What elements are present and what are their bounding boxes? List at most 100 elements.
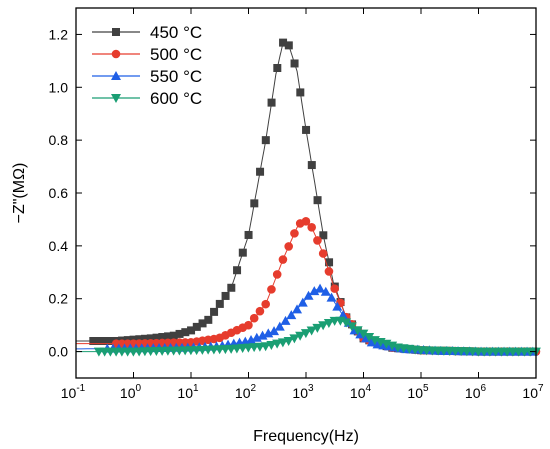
data-point bbox=[283, 337, 294, 347]
data-point bbox=[244, 320, 253, 330]
data-point bbox=[324, 267, 334, 276]
data-point bbox=[255, 306, 265, 316]
data-point bbox=[152, 333, 161, 342]
data-point bbox=[266, 340, 277, 350]
data-point bbox=[280, 315, 291, 325]
data-point bbox=[364, 333, 375, 343]
data-point bbox=[320, 286, 331, 296]
data-point bbox=[256, 167, 265, 176]
series-layer bbox=[76, 38, 541, 357]
y-tick-label: 0.8 bbox=[49, 132, 69, 148]
data-point bbox=[302, 125, 311, 134]
data-point bbox=[269, 326, 280, 336]
data-point bbox=[318, 249, 328, 258]
data-point bbox=[318, 321, 329, 331]
data-point bbox=[284, 41, 293, 50]
data-point bbox=[272, 270, 282, 279]
data-point bbox=[277, 338, 288, 348]
data-point bbox=[204, 315, 213, 324]
data-point bbox=[261, 299, 270, 309]
data-point bbox=[286, 310, 297, 320]
data-point bbox=[261, 136, 270, 145]
data-point bbox=[315, 283, 326, 293]
data-point bbox=[309, 286, 320, 296]
legend-marker bbox=[111, 94, 121, 103]
plot-area bbox=[76, 8, 536, 378]
data-point bbox=[260, 342, 271, 352]
series-3 bbox=[76, 316, 541, 357]
legend-label: 500 °C bbox=[150, 45, 202, 64]
data-point bbox=[366, 337, 377, 347]
data-point bbox=[332, 301, 343, 311]
data-point bbox=[292, 304, 303, 314]
legend-item: 600 °C bbox=[92, 89, 202, 108]
y-tick-label: 1.2 bbox=[49, 26, 69, 42]
data-point bbox=[325, 258, 334, 267]
legend-item: 500 °C bbox=[92, 45, 202, 64]
data-point bbox=[169, 331, 178, 340]
data-point bbox=[221, 291, 230, 300]
legend-marker bbox=[111, 49, 121, 59]
data-point bbox=[267, 285, 276, 294]
x-tick-label: 105 bbox=[407, 383, 429, 401]
data-point bbox=[352, 326, 363, 336]
data-point bbox=[141, 334, 150, 343]
legend-marker bbox=[111, 71, 121, 80]
data-point bbox=[290, 59, 299, 68]
data-point bbox=[330, 284, 339, 293]
legend: 450 °C 500 °C 550 °C 600 °C bbox=[92, 23, 202, 108]
data-point bbox=[307, 161, 316, 170]
data-point bbox=[210, 307, 219, 316]
data-point bbox=[301, 217, 311, 226]
data-point bbox=[244, 230, 253, 239]
data-point bbox=[164, 332, 173, 341]
data-point bbox=[273, 64, 282, 73]
data-point bbox=[306, 326, 317, 336]
data-point bbox=[313, 236, 322, 245]
data-point bbox=[372, 339, 383, 349]
data-point bbox=[272, 339, 283, 349]
data-point bbox=[289, 334, 300, 344]
data-point bbox=[284, 242, 293, 251]
x-tick-label: 106 bbox=[465, 383, 487, 401]
y-tick-label: 0.0 bbox=[49, 344, 69, 360]
data-point bbox=[307, 223, 316, 232]
data-point bbox=[227, 283, 236, 292]
data-point bbox=[290, 229, 299, 238]
x-tick-label: 107 bbox=[522, 383, 544, 401]
data-point bbox=[296, 88, 305, 97]
data-point bbox=[215, 299, 224, 308]
data-point bbox=[278, 255, 288, 264]
data-point bbox=[175, 329, 184, 338]
legend-label: 600 °C bbox=[150, 89, 202, 108]
data-point bbox=[95, 337, 104, 345]
data-point bbox=[249, 313, 259, 323]
data-point bbox=[312, 323, 323, 333]
x-axis-label: Frequency(Hz) bbox=[253, 428, 359, 445]
plot-background bbox=[76, 8, 536, 378]
data-point bbox=[326, 292, 337, 302]
data-point bbox=[358, 329, 369, 339]
data-point bbox=[323, 319, 334, 329]
legend-marker bbox=[112, 28, 120, 36]
x-tick-label: 104 bbox=[350, 383, 372, 401]
data-point bbox=[146, 334, 155, 343]
data-point bbox=[238, 248, 247, 257]
data-point bbox=[297, 297, 308, 307]
data-point bbox=[346, 322, 357, 332]
data-point bbox=[267, 98, 276, 107]
data-point bbox=[295, 331, 306, 341]
data-point bbox=[341, 318, 352, 328]
data-point bbox=[233, 266, 242, 275]
data-point bbox=[192, 322, 201, 331]
data-point bbox=[300, 329, 311, 339]
y-tick-label: 1.0 bbox=[49, 79, 69, 95]
x-tick-label: 101 bbox=[177, 383, 199, 401]
x-tick-label: 10-1 bbox=[61, 383, 86, 401]
data-point bbox=[158, 333, 167, 342]
legend-item: 450 °C bbox=[92, 23, 202, 42]
legend-item: 550 °C bbox=[92, 67, 202, 86]
x-tick-label: 100 bbox=[120, 383, 142, 401]
legend-label: 550 °C bbox=[150, 67, 202, 86]
